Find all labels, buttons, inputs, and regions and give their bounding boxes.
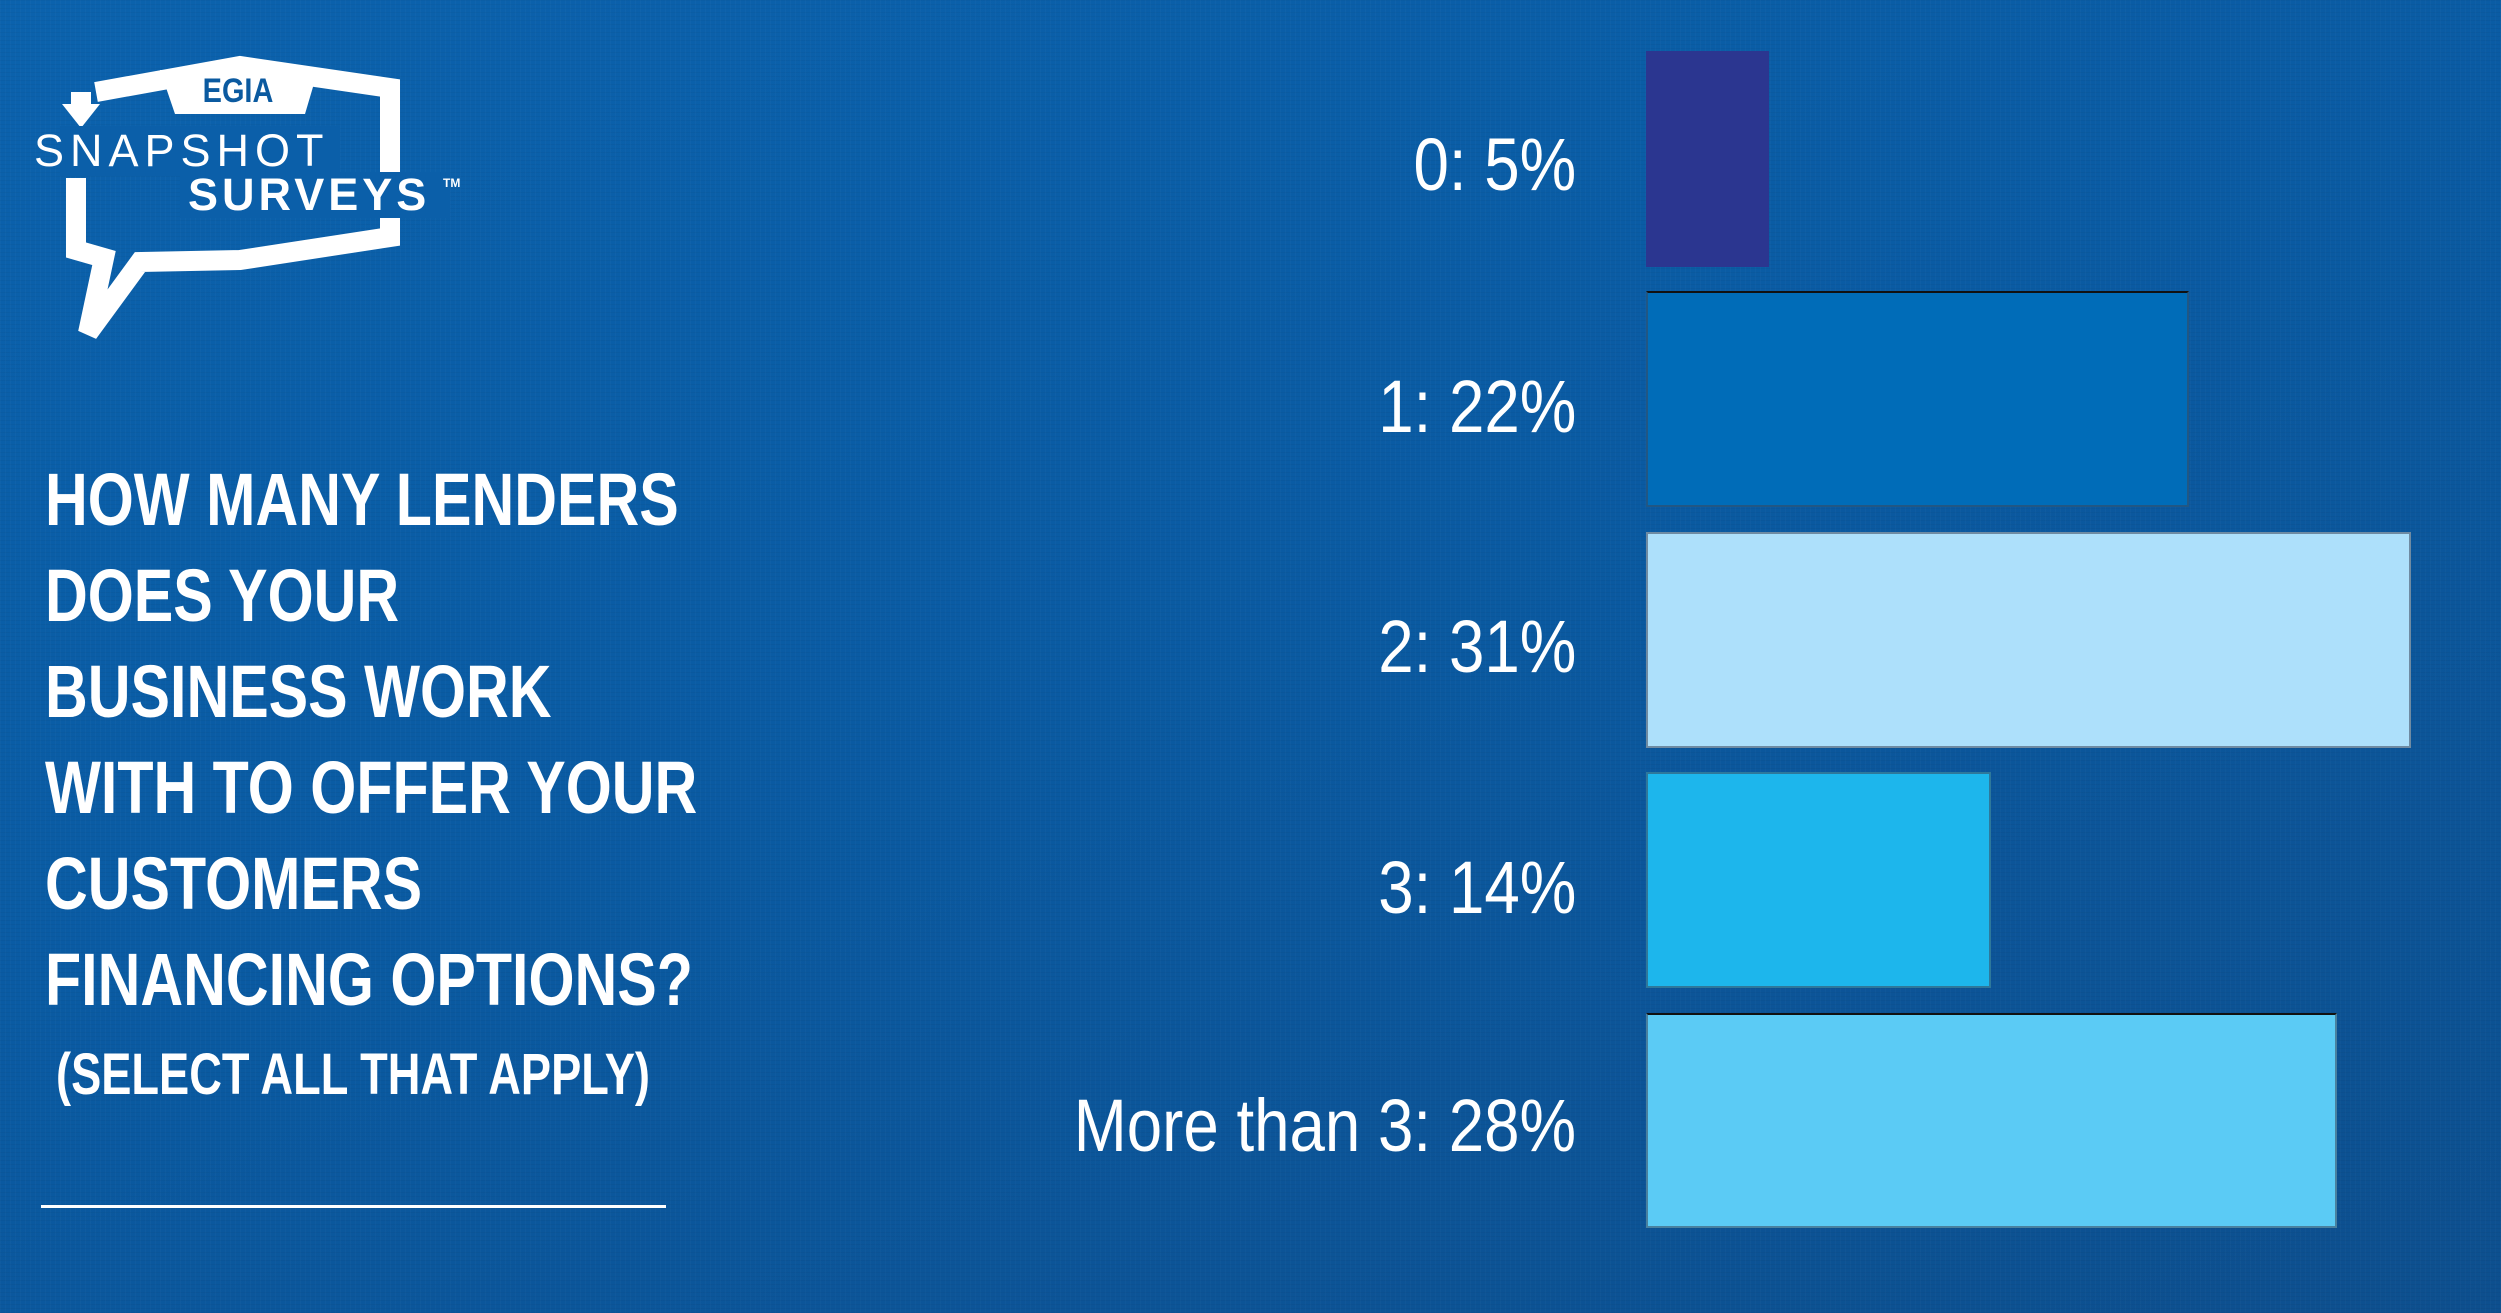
bar-2	[1646, 532, 2411, 748]
logo-line1: SNAPSHOT	[34, 125, 330, 176]
question-line: CUSTOMERS	[45, 842, 423, 925]
question-line: WITH TO OFFER YOUR	[45, 746, 698, 829]
speech-bubble-icon	[60, 55, 450, 339]
question-note: (SELECT ALL THAT APPLY)	[56, 1042, 651, 1107]
bar-label: 0: 5%	[1413, 123, 1576, 206]
bar-4	[1646, 1013, 2337, 1228]
question-line: FINANCING OPTIONS?	[45, 938, 693, 1021]
question-line: HOW MANY LENDERS	[45, 458, 679, 541]
survey-question: HOW MANY LENDERS DOES YOUR BUSINESS WORK…	[45, 452, 765, 1028]
bar-label: 1: 22%	[1377, 365, 1576, 448]
question-line: BUSINESS WORK	[45, 650, 552, 733]
logo-trademark: TM	[443, 176, 461, 190]
bar-label: More than 3: 28%	[1073, 1084, 1576, 1167]
bar-1	[1646, 291, 2189, 507]
question-line: DOES YOUR	[45, 554, 400, 637]
bar-label: 2: 31%	[1377, 605, 1576, 688]
logo-brand: EGIA	[202, 72, 274, 110]
divider-line	[41, 1205, 666, 1208]
bar-0	[1646, 51, 1769, 267]
bar-3	[1646, 772, 1991, 988]
logo-line2: SURVEYS	[188, 169, 431, 220]
bar-label: 3: 14%	[1377, 846, 1576, 929]
egia-snapshot-surveys-logo: EGIA SNAPSHOT SURVEYS TM	[0, 0, 470, 350]
